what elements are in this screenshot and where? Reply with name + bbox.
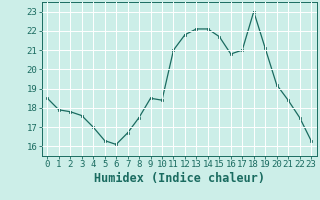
X-axis label: Humidex (Indice chaleur): Humidex (Indice chaleur): [94, 172, 265, 185]
